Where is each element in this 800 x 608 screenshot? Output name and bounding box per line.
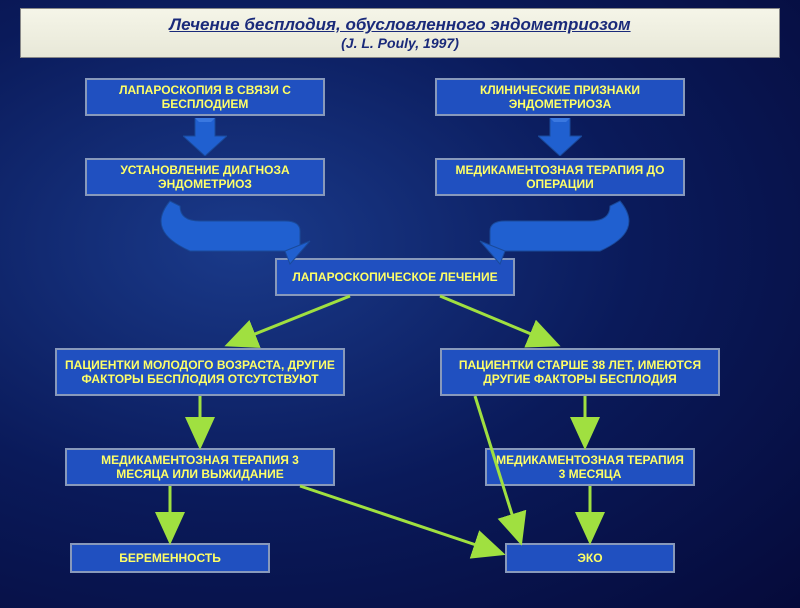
node-clinical-signs: КЛИНИЧЕСКИЕ ПРИЗНАКИ ЭНДОМЕТРИОЗА (435, 78, 685, 116)
title-bar: Лечение бесплодия, обусловленного эндоме… (20, 8, 780, 58)
node-preop-therapy: МЕДИКАМЕНТОЗНАЯ ТЕРАПИЯ ДО ОПЕРАЦИИ (435, 158, 685, 196)
curved-arrow-icon (470, 196, 650, 271)
node-young-patients: ПАЦИЕНТКИ МОЛОДОГО ВОЗРАСТА, ДРУГИЕ ФАКТ… (55, 348, 345, 396)
title-sub: (J. L. Pouly, 1997) (33, 35, 767, 51)
node-diagnosis: УСТАНОВЛЕНИЕ ДИАГНОЗА ЭНДОМЕТРИОЗ (85, 158, 325, 196)
node-therapy-or-wait: МЕДИКАМЕНТОЗНАЯ ТЕРАПИЯ 3 МЕСЯЦА ИЛИ ВЫЖ… (65, 448, 335, 486)
arrow-block-icon (183, 118, 227, 156)
arrow-block-icon (538, 118, 582, 156)
node-pregnancy: БЕРЕМЕННОСТЬ (70, 543, 270, 573)
curved-arrow-icon (140, 196, 320, 271)
node-laparoscopy-infertility: ЛАПАРОСКОПИЯ В СВЯЗИ С БЕСПЛОДИЕМ (85, 78, 325, 116)
title-main: Лечение бесплодия, обусловленного эндоме… (33, 15, 767, 35)
node-older-patients: ПАЦИЕНТКИ СТАРШЕ 38 ЛЕТ, ИМЕЮТСЯ ДРУГИЕ … (440, 348, 720, 396)
node-therapy-3mo: МЕДИКАМЕНТОЗНАЯ ТЕРАПИЯ 3 МЕСЯЦА (485, 448, 695, 486)
node-eco: ЭКО (505, 543, 675, 573)
